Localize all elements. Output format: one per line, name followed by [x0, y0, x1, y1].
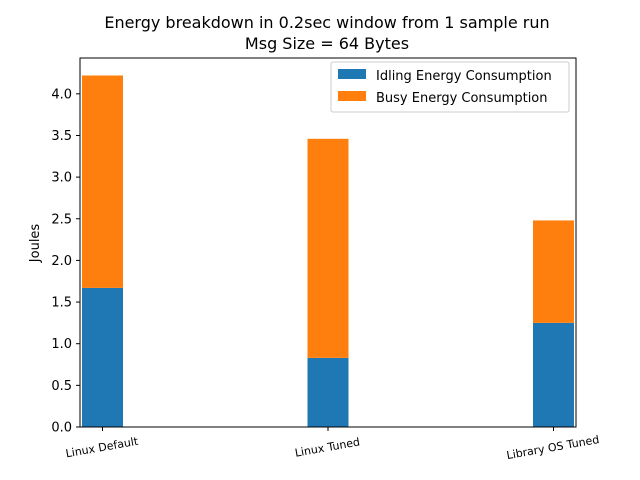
y-tick-label-7: 3.5	[51, 129, 72, 144]
bar-idle-2	[533, 322, 574, 427]
y-tick-label-3: 1.5	[51, 296, 72, 311]
y-tick-label-4: 2.0	[51, 254, 72, 269]
chart-subtitle: Msg Size = 64 Bytes	[245, 34, 409, 53]
legend-box	[330, 61, 570, 113]
y-tick-label-8: 4.0	[51, 87, 72, 102]
y-axis: 0.0 0.5 1.0 1.5 2.0 2.5 3.0 3.5 4.0	[51, 87, 80, 436]
bar-idle-1	[307, 357, 349, 427]
x-tick-label-0: Linux Default	[65, 435, 140, 461]
y-tick-label-2: 1.0	[51, 337, 72, 352]
plot-frame	[79, 57, 577, 428]
y-tick-label-0: 0.0	[51, 421, 72, 436]
bar-busy-1	[307, 138, 349, 358]
legend-label-busy: Busy Energy Consumption	[376, 91, 548, 106]
bar-busy-0	[82, 75, 123, 288]
legend-label-idle: Idling Energy Consumption	[376, 69, 552, 84]
legend-swatch-busy	[338, 91, 366, 101]
y-tick-label-6: 3.0	[51, 171, 72, 186]
chart-title: Energy breakdown in 0.2sec window from 1…	[104, 13, 549, 32]
x-tick-label-2: Library OS Tuned	[506, 433, 601, 462]
legend: Idling Energy Consumption Busy Energy Co…	[330, 61, 570, 113]
x-tick-label-1: Linux Tuned	[294, 435, 361, 459]
legend-swatch-idle	[338, 69, 366, 79]
x-axis: Linux Default Linux Tuned Library OS Tuned	[65, 427, 601, 462]
y-axis-label: Joules	[28, 224, 43, 264]
bar-idle-0	[82, 287, 123, 427]
bars-group	[82, 75, 574, 427]
y-tick-label-1: 0.5	[51, 379, 72, 394]
bar-busy-2	[533, 220, 574, 323]
y-tick-label-5: 2.5	[51, 212, 72, 227]
